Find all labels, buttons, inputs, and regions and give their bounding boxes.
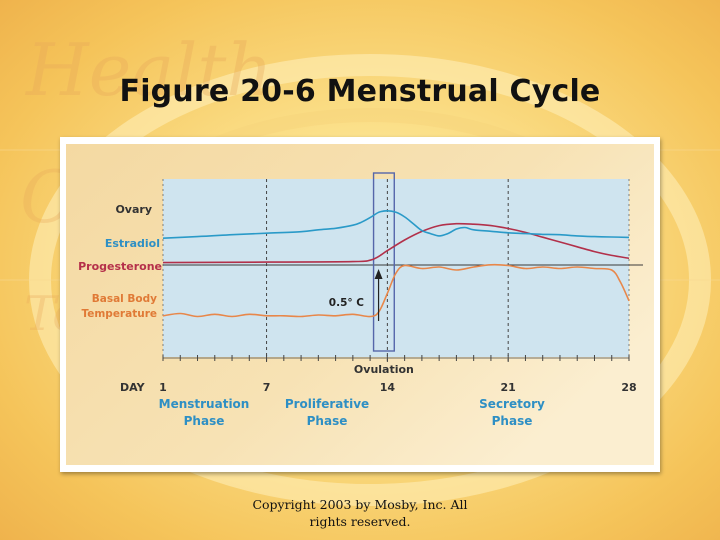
- estradiol-curve: [162, 209, 630, 239]
- day-label: DAY: [120, 381, 146, 394]
- temperature-curve: [162, 263, 630, 318]
- label-ovulation: Ovulation: [354, 363, 414, 376]
- day-tick-labels: 1 7 14 21 28: [159, 381, 636, 394]
- day-tick-label: 1: [159, 381, 167, 394]
- phase-labels: Menstruation Phase Proliferative Phase Secre…: [159, 397, 545, 428]
- label-ovary: Ovary: [115, 203, 152, 216]
- label-progesterone: Progesterone: [78, 260, 162, 273]
- menstrual-cycle-chart: Ovary Estradiol Progesterone Basal Body T…: [66, 144, 654, 465]
- day-tick-label: 7: [263, 381, 271, 394]
- day-tick-label: 21: [501, 381, 516, 394]
- progesterone-curve: [162, 222, 630, 264]
- copyright-notice: Copyright 2003 by Mosby, Inc. All rights…: [252, 497, 468, 529]
- svg-text:Health: Health: [24, 28, 273, 112]
- label-estradiol: Estradiol: [105, 237, 160, 250]
- label-temperature: Basal Body Temperature: [81, 293, 157, 320]
- ovulation-window: [372, 172, 395, 352]
- menstrual-cycle-figure: Ovary Estradiol Progesterone Basal Body T…: [60, 137, 660, 472]
- phase-label: Menstruation Phase: [159, 397, 250, 428]
- phase-label: Proliferative Phase: [285, 397, 369, 428]
- day-tick-label: 28: [621, 381, 636, 394]
- day-ticks: [162, 355, 630, 361]
- phase-label: Secretory Phase: [479, 397, 545, 428]
- temp-change-arrow: [374, 269, 383, 321]
- phase-boundaries: [162, 179, 630, 362]
- slide-title: Figure 20-6 Menstrual Cycle: [119, 74, 601, 109]
- temp-arrow-head: [374, 269, 383, 279]
- label-temp-change: 0.5° C: [329, 297, 365, 309]
- day-tick-label: 14: [380, 381, 396, 394]
